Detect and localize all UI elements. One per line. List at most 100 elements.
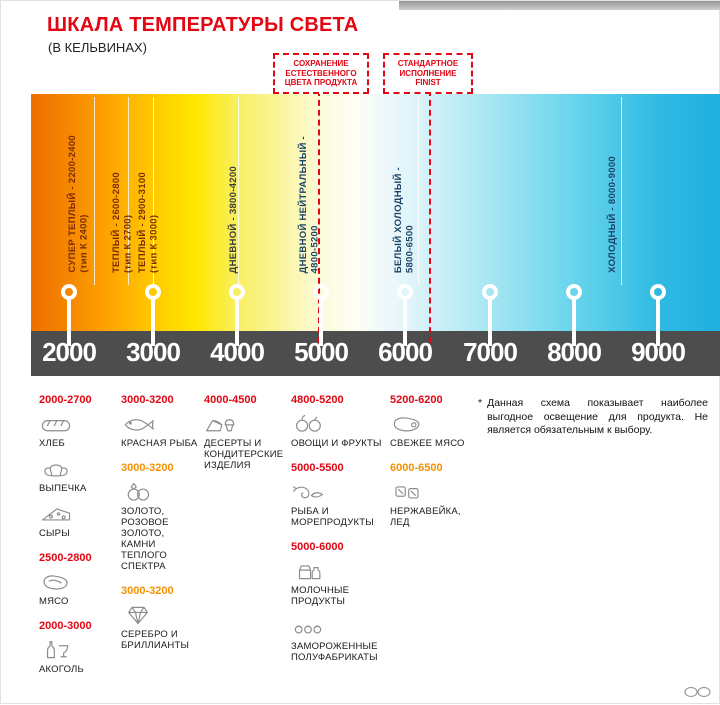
dessert-icon bbox=[204, 413, 290, 435]
gradient-label-line: СУПЕР ТЕПЛЫЙ - 2200-2400 bbox=[67, 135, 78, 273]
product-group: 3000-3200 СЕРЕБРО И БРИЛЛИАНТЫ bbox=[121, 585, 201, 651]
product-label: МОЛОЧНЫЕ ПРОДУКТЫ bbox=[291, 585, 350, 607]
product-group: 3000-3200 ЗОЛОТО, РОЗОВОЕ ЗОЛОТО, КАМНИ Т… bbox=[121, 462, 201, 572]
fruits-icon bbox=[291, 413, 385, 435]
gradient-label-line: 5800-6500 bbox=[404, 224, 416, 273]
temperature-range: 2500-2800 bbox=[39, 552, 92, 564]
scale-number: 3000 bbox=[126, 337, 181, 367]
product-label: СВЕЖЕЕ МЯСО bbox=[390, 438, 465, 449]
marker-stem bbox=[656, 298, 660, 346]
product-label: СЫРЫ bbox=[39, 528, 70, 539]
product-item: ЗАМОРОЖЕННЫЕ ПОЛУФАБРИКАТЫ bbox=[291, 616, 385, 663]
product-item: НЕРЖАВЕЙКА, ЛЕД bbox=[390, 481, 478, 528]
scale-number: 9000 bbox=[631, 337, 686, 367]
gradient-tick bbox=[238, 97, 239, 285]
footnote-text: Данная схема показывает наиболее выгодно… bbox=[487, 397, 708, 436]
product-item: ВЫПЕЧКА bbox=[39, 458, 115, 494]
product-item: ЗОЛОТО, РОЗОВОЕ ЗОЛОТО, КАМНИ ТЕПЛОГО СП… bbox=[121, 481, 201, 572]
product-group: 2000-2700 ХЛЕБ ВЫПЕЧКА СЫРЫ bbox=[39, 394, 115, 539]
product-group: 5000-5500 РЫБА И МОРЕПРОДУКТЫ bbox=[291, 462, 385, 528]
product-label: КРАСНАЯ РЫБА bbox=[121, 438, 198, 449]
fish-icon bbox=[121, 413, 201, 435]
fresh-meat-icon bbox=[390, 413, 478, 435]
diamond-icon bbox=[121, 604, 201, 626]
marker-stem bbox=[151, 298, 155, 346]
gradient-label-warm-2700: ТЕПЛЫЙ - 2600-2800 (тип К 2700) bbox=[111, 172, 134, 273]
meat-icon bbox=[39, 571, 115, 593]
product-item: МОЛОЧНЫЕ ПРОДУКТЫ bbox=[291, 560, 385, 607]
product-label: ВЫПЕЧКА bbox=[39, 483, 87, 494]
temperature-range: 2000-2700 bbox=[39, 394, 92, 406]
scale-number: 2000 bbox=[42, 337, 97, 367]
product-group: 2000-3000 АКОГОЛЬ bbox=[39, 620, 115, 675]
product-item: ОВОЩИ И ФРУКТЫ bbox=[291, 413, 385, 449]
product-label: РЫБА И МОРЕПРОДУКТЫ bbox=[291, 506, 374, 528]
ice-icon bbox=[390, 481, 478, 503]
page-title: ШКАЛА ТЕМПЕРАТУРЫ СВЕТА bbox=[47, 14, 359, 36]
product-label: СЕРЕБРО И БРИЛЛИАНТЫ bbox=[121, 629, 190, 651]
temperature-range: 3000-3200 bbox=[121, 394, 174, 406]
scale-number: 5000 bbox=[294, 337, 349, 367]
temperature-range: 5000-6000 bbox=[291, 541, 344, 553]
alcohol-icon bbox=[39, 639, 115, 661]
scale-number: 6000 bbox=[378, 337, 433, 367]
scale-number: 7000 bbox=[463, 337, 518, 367]
gradient-label-line: ТЕПЛЫЙ - 2900-3100 bbox=[137, 171, 148, 273]
gradient-label-cold: ХОЛОДНЫЙ - 8000-9000 bbox=[607, 156, 619, 273]
kelvin-scale-bar bbox=[31, 331, 720, 376]
page-subtitle: (В КЕЛЬВИНАХ) bbox=[48, 40, 147, 55]
dashed-marker-line-5000 bbox=[318, 90, 320, 343]
temperature-range: 6000-6500 bbox=[390, 462, 443, 474]
product-item: СЫРЫ bbox=[39, 503, 115, 539]
product-item: МЯСО bbox=[39, 571, 115, 607]
dairy-icon bbox=[291, 560, 385, 582]
cheese-icon bbox=[39, 503, 115, 525]
gradient-label-line: ДНЕВНОЙ НЕЙТРАЛЬНЫЙ - bbox=[298, 135, 309, 273]
product-column: 4800-5200 ОВОЩИ И ФРУКТЫ 5000-5500 РЫБА И М… bbox=[291, 394, 385, 676]
potatoes-icon bbox=[683, 684, 713, 705]
callout-standard-finist: СТАНДАРТНОЕ ИСПОЛНЕНИЕ FINIST bbox=[383, 53, 473, 94]
product-label: ХЛЕБ bbox=[39, 438, 65, 449]
product-item: СВЕЖЕЕ МЯСО bbox=[390, 413, 478, 449]
product-item: РЫБА И МОРЕПРОДУКТЫ bbox=[291, 481, 385, 528]
gradient-label-daylight: ДНЕВНОЙ - 3800-4200 bbox=[228, 166, 240, 273]
temperature-range: 3000-3200 bbox=[121, 585, 174, 597]
kelvin-gradient-bar: СУПЕР ТЕПЛЫЙ - 2200-2400 (тип К 2400) ТЕ… bbox=[31, 94, 720, 331]
footnote-asterisk: * bbox=[478, 397, 483, 409]
gradient-label-line: (тип К 3000) bbox=[148, 214, 160, 273]
gradient-label-cold-white: БЕЛЫЙ ХОЛОДНЫЙ - 5800-6500 bbox=[393, 167, 416, 273]
gradient-label-line: ТЕПЛЫЙ - 2600-2800 bbox=[111, 171, 122, 273]
gold-rings-icon bbox=[121, 481, 201, 503]
decorative-strip bbox=[399, 1, 720, 10]
dashed-marker-line-6300 bbox=[429, 90, 431, 343]
temperature-range: 3000-3200 bbox=[121, 462, 174, 474]
product-label: НЕРЖАВЕЙКА, ЛЕД bbox=[390, 506, 461, 528]
temperature-range: 4800-5200 bbox=[291, 394, 344, 406]
product-group: 5200-6200 СВЕЖЕЕ МЯСО bbox=[390, 394, 478, 449]
product-column: 3000-3200 КРАСНАЯ РЫБА 3000-3200 ЗОЛОТО, РО… bbox=[121, 394, 201, 664]
callout-natural-color: СОХРАНЕНИЕ ЕСТЕСТВЕННОГО ЦВЕТА ПРОДУКТА bbox=[273, 53, 369, 94]
scale-number: 8000 bbox=[547, 337, 602, 367]
gradient-tick bbox=[418, 97, 419, 285]
marker-stem bbox=[572, 298, 576, 346]
product-group: 6000-6500 НЕРЖАВЕЙКА, ЛЕД bbox=[390, 462, 478, 528]
product-item: ХЛЕБ bbox=[39, 413, 115, 449]
marker-stem bbox=[403, 298, 407, 346]
temperature-range: 4000-4500 bbox=[204, 394, 257, 406]
product-item: ДЕСЕРТЫ И КОНДИТЕРСКИЕ ИЗДЕЛИЯ bbox=[204, 413, 290, 471]
product-group: 3000-3200 КРАСНАЯ РЫБА bbox=[121, 394, 201, 449]
gradient-tick bbox=[128, 97, 129, 285]
scale-number: 4000 bbox=[210, 337, 265, 367]
product-item: КРАСНАЯ РЫБА bbox=[121, 413, 201, 449]
gradient-label-line: БЕЛЫЙ ХОЛОДНЫЙ - bbox=[393, 166, 404, 273]
product-group: 4800-5200 ОВОЩИ И ФРУКТЫ bbox=[291, 394, 385, 449]
product-column: 5200-6200 СВЕЖЕЕ МЯСО 6000-6500 НЕРЖАВЕЙКА,… bbox=[390, 394, 478, 541]
marker-stem bbox=[488, 298, 492, 346]
product-label: ЗОЛОТО, РОЗОВОЕ ЗОЛОТО, КАМНИ ТЕПЛОГО СП… bbox=[121, 506, 169, 572]
gradient-label-line: (тип К 2400) bbox=[78, 214, 90, 273]
temperature-range: 5000-5500 bbox=[291, 462, 344, 474]
footnote: * Данная схема показывает наиболее выгод… bbox=[478, 397, 708, 438]
seafood-icon bbox=[291, 481, 385, 503]
gradient-tick bbox=[94, 97, 95, 285]
gradient-label-line: ДНЕВНОЙ - 3800-4200 bbox=[228, 165, 239, 273]
